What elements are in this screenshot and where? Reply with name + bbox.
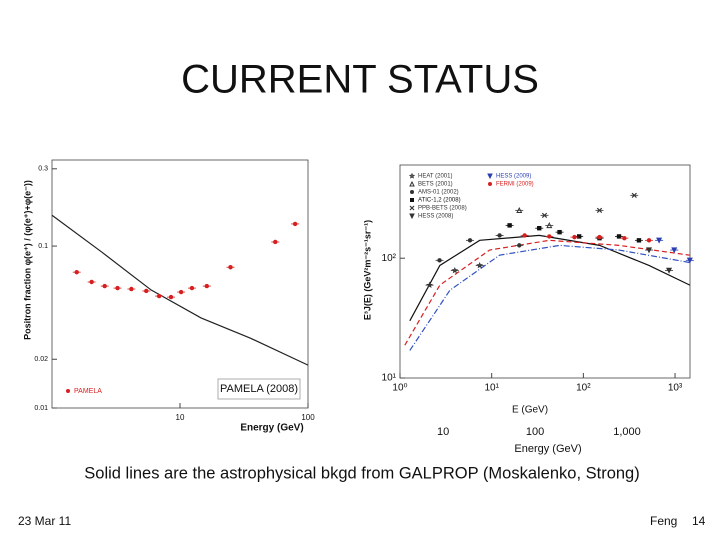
marker — [144, 288, 149, 294]
marker — [541, 212, 548, 218]
marker — [516, 207, 523, 214]
marker — [451, 266, 459, 274]
marker — [547, 234, 552, 239]
marker — [437, 258, 442, 263]
x2-axis-label: Energy (GeV) — [514, 443, 581, 455]
marker — [178, 289, 184, 295]
legend-label: HEAT (2001) — [418, 174, 452, 180]
plot-frame — [399, 164, 691, 379]
x-tick-label: 10² — [576, 383, 591, 394]
marker — [409, 205, 415, 211]
marker — [156, 293, 162, 299]
legend-label: FERMI (2009) — [496, 182, 534, 188]
marker — [74, 269, 79, 275]
x-tick-label: 100 — [301, 413, 315, 422]
marker — [557, 229, 562, 235]
marker — [66, 389, 70, 393]
y-axis-label: Positron fraction φ(e⁺) / (φ(e⁺)+φ(e⁻)) — [22, 180, 32, 340]
legend-label: BETS (2001) — [418, 182, 453, 188]
x2-tick-label: 10 — [437, 426, 449, 438]
marker — [476, 261, 484, 269]
x-tick-label: 10¹ — [484, 383, 499, 394]
marker — [686, 257, 693, 264]
marker — [616, 234, 622, 239]
marker — [129, 286, 134, 292]
marker — [666, 267, 673, 274]
marker — [410, 190, 414, 194]
marker — [273, 239, 278, 245]
annotation-box — [217, 378, 301, 400]
marker — [426, 281, 433, 288]
marker — [292, 221, 298, 227]
model-curve — [51, 214, 309, 366]
marker — [576, 234, 582, 239]
legend-label: PPB-BETS (2008) — [418, 206, 467, 212]
marker — [409, 180, 415, 187]
marker — [507, 223, 512, 228]
marker — [228, 265, 233, 270]
marker — [488, 182, 492, 186]
y-tick-label: 10¹ — [382, 373, 397, 384]
marker — [89, 279, 94, 285]
x-axis-label: E (GeV) — [512, 405, 548, 416]
x-tick-label: 10⁰ — [392, 383, 407, 394]
y-tick-label: 0.01 — [34, 405, 48, 412]
marker — [646, 238, 652, 243]
marker — [656, 237, 663, 244]
legend-label: PAMELA — [74, 388, 102, 395]
y-tick-label: 0.3 — [38, 166, 48, 173]
model-curve — [409, 244, 690, 351]
y-tick-label: 10² — [382, 253, 397, 264]
legend-label: HESS (2008) — [418, 214, 453, 220]
y-axis-label: E³J(E) (GeV²m⁻²s⁻¹sr⁻¹) — [362, 220, 372, 320]
marker — [102, 283, 107, 289]
marker — [546, 222, 553, 229]
legend-label: HESS (2009) — [496, 174, 531, 180]
x2-tick-label: 100 — [526, 426, 544, 438]
model-curve — [409, 234, 691, 322]
footer-page: 14 — [692, 514, 706, 528]
marker — [596, 207, 603, 213]
marker — [189, 285, 195, 291]
y-tick-label: 0.1 — [38, 243, 48, 250]
marker — [636, 238, 642, 243]
marker — [168, 294, 174, 300]
footer-date: 23 Mar 11 — [18, 514, 71, 528]
marker — [597, 234, 602, 240]
slide-title: CURRENT STATUS — [181, 58, 539, 102]
marker — [671, 247, 678, 254]
annotation: PAMELA (2008) — [220, 383, 298, 395]
marker — [497, 233, 502, 238]
marker — [572, 234, 577, 240]
caption: Solid lines are the astrophysical bkgd f… — [84, 464, 639, 482]
marker — [408, 172, 416, 179]
x-tick-label: 10 — [176, 413, 185, 422]
legend-label: AMS-01 (2002) — [418, 190, 459, 196]
x-axis-label: Energy (GeV) — [240, 423, 303, 434]
x-tick-label: 10³ — [668, 383, 683, 394]
marker — [409, 213, 415, 220]
marker — [410, 198, 414, 202]
marker — [204, 283, 210, 289]
y-tick-label: 0.02 — [34, 356, 48, 363]
marker — [645, 247, 653, 254]
x2-tick-label: 1,000 — [613, 426, 641, 438]
marker — [631, 192, 637, 198]
footer-author: Feng — [650, 514, 677, 528]
marker — [537, 226, 542, 231]
marker — [517, 243, 522, 248]
marker — [622, 235, 627, 241]
marker — [487, 173, 493, 180]
legend-label: ATIC-1,2 (2008) — [418, 198, 461, 204]
marker — [522, 233, 527, 238]
marker — [115, 285, 120, 291]
marker — [467, 238, 473, 243]
